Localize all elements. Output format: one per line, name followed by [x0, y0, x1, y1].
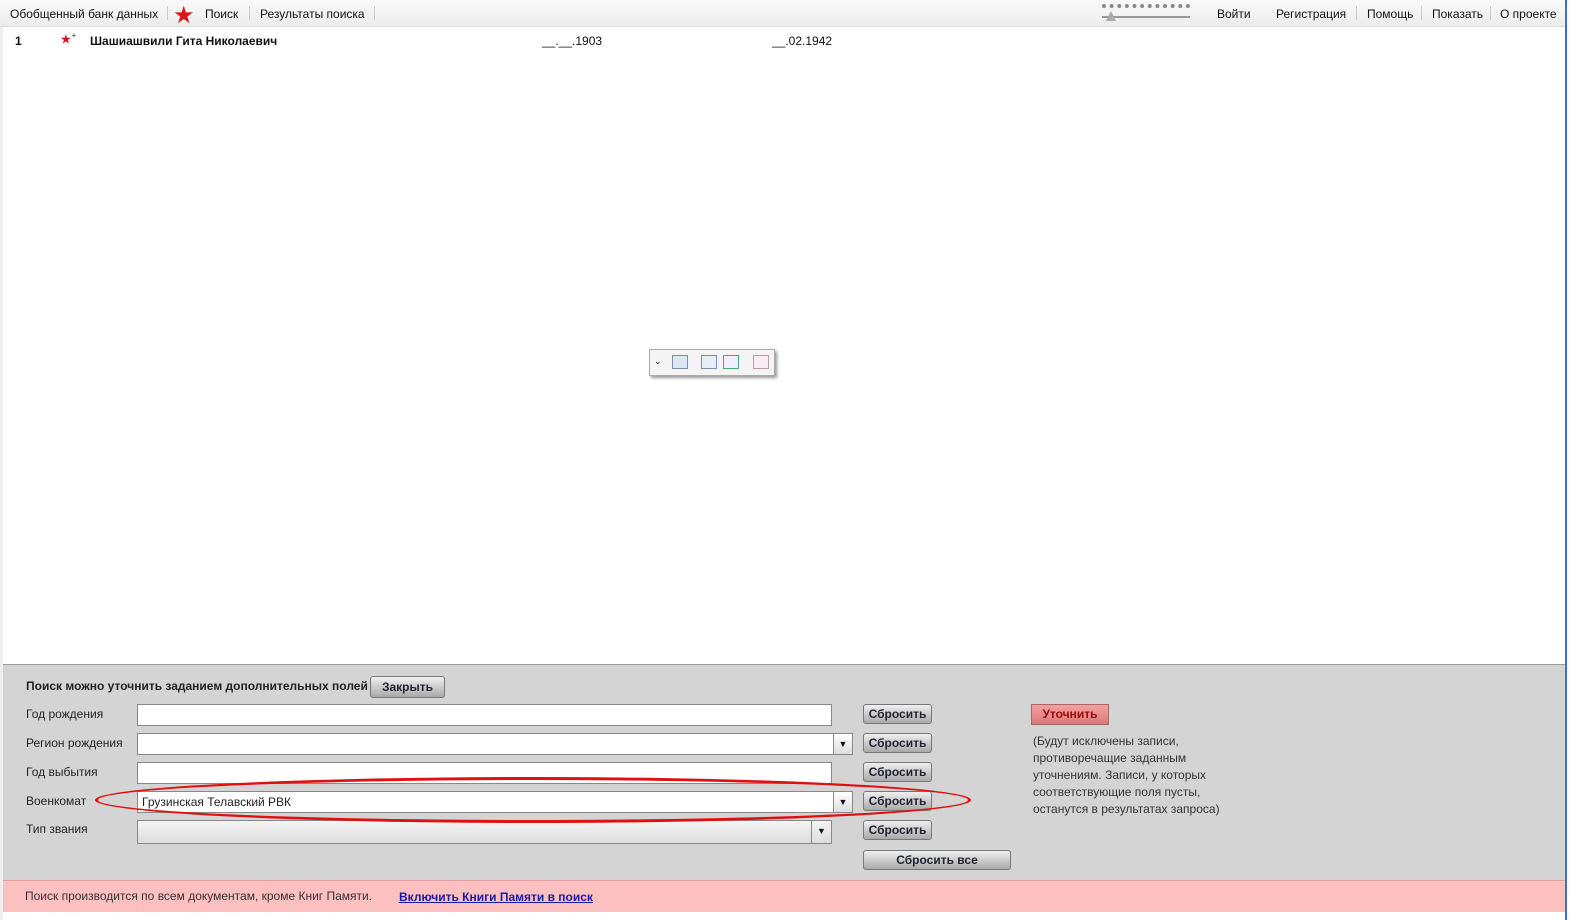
slider-handle[interactable] — [1106, 11, 1116, 21]
result-row[interactable]: 1 ★+ Шашиашвили Гита Николаевич __.__.19… — [0, 31, 900, 50]
reset-button[interactable]: Сбросить — [863, 762, 932, 782]
divider — [1421, 6, 1422, 20]
result-death-date: __.02.1942 — [772, 34, 833, 48]
red-highlight-ellipse — [95, 777, 971, 823]
expand-icon[interactable]: ⌄ — [654, 356, 662, 366]
footer-notice: Поиск производится по всем документам, к… — [3, 880, 1565, 912]
divider — [249, 6, 250, 20]
reset-button[interactable]: Сбросить — [863, 733, 932, 753]
nav-about[interactable]: О проекте — [1500, 7, 1557, 21]
field-label: Год рождения — [26, 707, 104, 721]
result-birth-date: __.__.1903 — [542, 34, 603, 48]
reset-button[interactable]: Сбросить — [863, 704, 932, 724]
rank-type-select[interactable] — [137, 820, 832, 844]
field-label: Военкомат — [26, 794, 87, 808]
nav-login[interactable]: Войти — [1217, 7, 1251, 21]
top-nav-bar: Обобщенный банк данных ★ Поиск Результат… — [0, 0, 1566, 29]
divider — [1356, 6, 1357, 20]
close-button[interactable]: Закрыть — [370, 676, 445, 698]
nav-results[interactable]: Результаты поиска — [260, 7, 365, 21]
include-memory-books-link[interactable]: Включить Книги Памяти в поиск — [399, 890, 593, 904]
field-label: Год выбытия — [26, 765, 98, 779]
nav-site[interactable]: Обобщенный банк данных — [10, 7, 159, 21]
field-label: Регион рождения — [26, 736, 123, 750]
floating-toolbar: ⌄ — [649, 349, 775, 376]
chevron-down-icon[interactable]: ▼ — [833, 733, 853, 755]
refine-title: Поиск можно уточнить заданием дополнител… — [26, 679, 368, 693]
zoom-slider[interactable] — [1102, 4, 1190, 22]
save-icon[interactable] — [672, 355, 688, 369]
birth-region-select[interactable] — [137, 733, 834, 755]
birth-year-input[interactable] — [137, 704, 832, 726]
refine-note: (Будут исключены записи, противоречащие … — [1033, 734, 1220, 816]
star-plus-icon[interactable]: ★+ — [60, 31, 77, 47]
red-star-icon: ★ — [173, 2, 195, 29]
nav-show[interactable]: Показать — [1432, 7, 1484, 21]
nav-search[interactable]: Поиск — [205, 7, 239, 21]
refine-button[interactable]: Уточнить — [1031, 704, 1109, 725]
field-label: Тип звания — [26, 822, 88, 836]
divider — [1490, 6, 1491, 20]
refine-panel: Поиск можно уточнить заданием дополнител… — [3, 664, 1565, 880]
nav-register[interactable]: Регистрация — [1276, 7, 1347, 21]
result-number: 1 — [15, 34, 22, 48]
chevron-down-icon[interactable]: ▼ — [811, 821, 831, 843]
mail-icon[interactable] — [753, 355, 769, 369]
window-border — [1565, 0, 1578, 920]
reset-all-button[interactable]: Сбросить все — [863, 850, 1011, 870]
nav-help[interactable]: Помощь — [1367, 7, 1414, 21]
divider — [374, 6, 375, 20]
divider — [167, 6, 168, 20]
left-border — [0, 27, 3, 920]
result-name[interactable]: Шашиашвили Гита Николаевич — [90, 34, 278, 48]
link-icon[interactable] — [701, 355, 717, 369]
reset-button[interactable]: Сбросить — [863, 820, 932, 840]
export-icon[interactable] — [723, 355, 739, 369]
footer-text: Поиск производится по всем документам, к… — [25, 889, 373, 903]
